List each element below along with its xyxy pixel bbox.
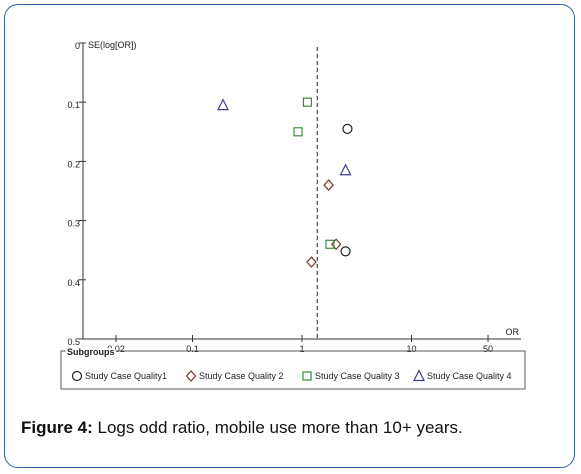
figure-caption-label: Figure 4: (21, 418, 93, 437)
legend-entry-label: Study Case Quality 2 (199, 371, 284, 381)
funnel-plot: 0 0.1 0.2 0.3 0.4 0.5 0.02 0.1 1 10 50 SE(log[OR]) O… (59, 29, 529, 399)
data-point-triangle (339, 163, 352, 176)
legend-marker-diamond (185, 370, 197, 382)
legend-box (60, 350, 526, 390)
data-point-square (293, 127, 303, 137)
y-tick-label: 0.3 (67, 219, 80, 229)
x-axis-label: OR (506, 327, 520, 337)
figure-caption: Figure 4: Logs odd ratio, mobile use mor… (21, 418, 463, 438)
data-point-triangle (217, 98, 229, 111)
y-tick-label: 0.2 (67, 159, 80, 169)
data-point-circle (342, 123, 353, 134)
y-axis-label: SE(log[OR]) (88, 40, 137, 50)
legend-marker-square (302, 371, 312, 381)
x-tick-label: 10 (406, 344, 416, 354)
data-point-circle (340, 246, 351, 257)
legend-marker-triangle (413, 369, 425, 382)
legend-marker-circle (71, 370, 83, 382)
data-point-diamond (306, 256, 317, 268)
x-tick-label: 0.02 (107, 344, 125, 354)
figure-frame: 0 0.1 0.2 0.3 0.4 0.5 0.02 0.1 1 10 50 SE(log[OR]) O… (4, 4, 575, 468)
figure-caption-text: Logs odd ratio, mobile use more than 10+… (92, 418, 463, 437)
data-point-square (302, 97, 312, 107)
x-tick-label: 1 (299, 344, 304, 354)
legend-entry-label: Study Case Quality1 (85, 371, 167, 381)
data-point-diamond (323, 179, 334, 191)
legend-entry-label: Study Case Quality 4 (427, 371, 512, 381)
data-point-diamond (330, 238, 342, 251)
x-tick-label: 50 (483, 344, 493, 354)
data-point-square (325, 239, 335, 249)
x-tick-label: 0.1 (186, 344, 199, 354)
y-tick-label: 0 (75, 41, 80, 51)
y-tick-label: 0.1 (67, 100, 80, 110)
y-tick-label: 0.5 (67, 337, 80, 347)
legend-title: Subgroups (67, 347, 115, 357)
legend-entry-label: Study Case Quality 3 (315, 371, 400, 381)
y-tick-label: 0.4 (67, 278, 80, 288)
funnel-plot-svg: 0 0.1 0.2 0.3 0.4 0.5 0.02 0.1 1 10 50 SE(log[OR]) O… (60, 40, 526, 390)
